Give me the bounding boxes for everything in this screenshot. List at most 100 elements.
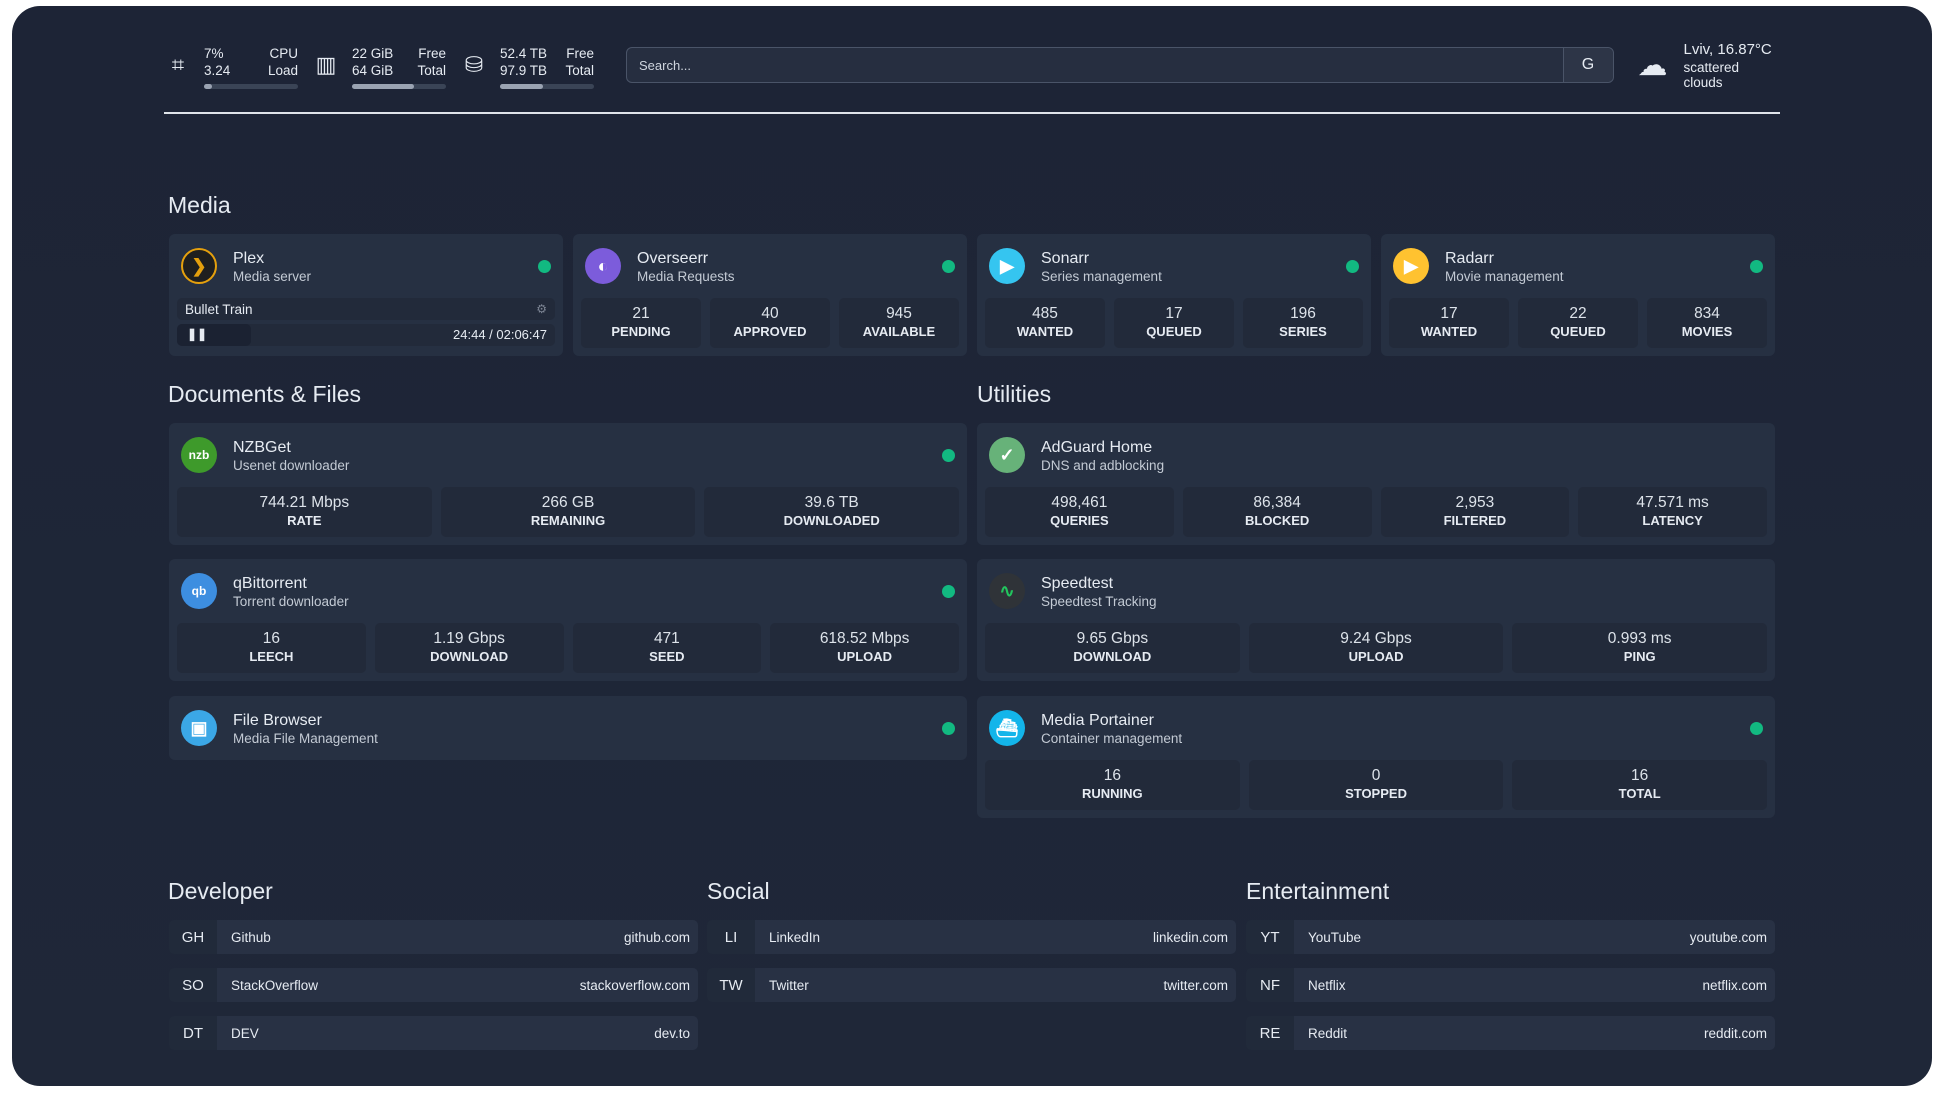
top-bar: ⌗ 7% CPU 3.24 Load ▥ 22 GiB Free 64 GiB Tota… [164,40,1780,90]
section-heading-utilities: Utilities [977,381,1052,407]
stat-label: REMAINING [530,513,606,528]
disk-icon: ⛁ [464,52,484,77]
stats-row: 16 RUNNING 0 STOPPED 16 TOTAL [985,760,1768,810]
stats-row: 744.21 Mbps RATE 266 GB REMAINING 39.6 TB DOW… [177,487,960,537]
service-title: Overseerr [637,249,709,267]
stat-block: 86,384 BLOCKED [1182,487,1372,537]
stat-label: LATENCY [1642,513,1703,528]
playback-progress[interactable]: ❚❚ 24:44 / 02:06:47 [177,324,555,346]
service-subtitle: Media Requests [637,268,735,284]
stat-block: 945 AVAILABLE [839,298,959,348]
stat-block: 17 QUEUED [1114,298,1234,348]
bookmark-li[interactable]: LI LinkedIn linkedin.com [707,920,1236,954]
stat-value: 16 [1631,767,1649,784]
stat-block: 40 APPROVED [710,298,830,348]
bookmark-url: twitter.com [1163,977,1228,993]
bookmark-name: StackOverflow [231,977,319,993]
stat-block: 2,953 FILTERED [1380,487,1570,537]
stat-label: DOWNLOADED [783,513,880,528]
resource-value: 97.9 TB [500,63,548,78]
adguard-icon: ✓ [989,437,1025,473]
service-subtitle: Media File Management [233,730,378,746]
qbittorrent-icon: qb [181,573,217,609]
stat-block: 266 GB REMAINING [440,487,696,537]
cloud-icon: ☁ [1637,48,1668,82]
service-title: Radarr [1445,249,1494,267]
status-dot [1750,260,1763,273]
radarr-icon: ▶ [1393,248,1429,284]
stat-label: PING [1623,649,1656,664]
stat-label: BLOCKED [1244,513,1310,528]
filebrowser-icon: ▣ [181,710,217,746]
status-dot [942,449,955,462]
now-playing-bar: Bullet Train ⚙ [177,298,555,320]
service-card-portainer[interactable]: ⛴ Media Portainer Container management 16… [977,696,1775,818]
service-subtitle: Media server [233,268,312,284]
resource-value: 3.24 [204,63,231,78]
bookmark-name: LinkedIn [769,929,821,945]
service-card-qbittorrent[interactable]: qb qBittorrent Torrent downloader 16 LEECH… [169,559,967,681]
bookmark-abbr: YT [1246,920,1294,954]
stat-label: QUEUED [1550,324,1606,339]
stat-block: 47.571 ms LATENCY [1578,487,1767,537]
stat-value: 9.65 Gbps [1076,630,1149,647]
bookmark-abbr: NF [1246,968,1294,1002]
resource-0: ⌗ 7% CPU 3.24 Load [164,45,298,89]
bookmark-url: youtube.com [1689,929,1767,945]
stat-value: 47.571 ms [1636,494,1709,511]
stat-value: 196 [1290,305,1316,322]
service-title: Plex [233,249,265,267]
stat-label: WANTED [1016,324,1074,339]
stream-settings-icon[interactable]: ⚙ [536,302,547,316]
bookmark-nf[interactable]: NF Netflix netflix.com [1246,968,1775,1002]
search-provider-button[interactable]: G [1562,48,1613,82]
service-subtitle: Series management [1041,268,1162,284]
plex-icon: ❯ [181,248,217,284]
resource-label: Free [566,46,594,61]
bookmark-url: github.com [623,929,690,945]
stat-block: 471 SEED [572,623,762,673]
service-card-radarr[interactable]: ▶ Radarr Movie management 17 WANTED 22 QUEUE… [1381,234,1775,356]
stat-label: QUEUED [1146,324,1202,339]
stat-label: QUERIES [1050,513,1109,528]
service-card-speedtest[interactable]: ∿ Speedtest Speedtest Tracking 9.65 Gbps D… [977,559,1775,681]
section-heading-entertainment: Entertainment [1246,878,1390,904]
service-title: qBittorrent [233,574,307,592]
bookmark-yt[interactable]: YT YouTube youtube.com [1246,920,1775,954]
search-input[interactable] [627,57,1563,73]
service-subtitle: Usenet downloader [233,457,350,473]
service-card-nzbget[interactable]: nzb NZBGet Usenet downloader 744.21 Mbps R… [169,423,967,545]
service-card-sonarr[interactable]: ▶ Sonarr Series management 485 WANTED 17 QUE… [977,234,1371,356]
stat-label: TOTAL [1618,786,1661,801]
bookmark-gh[interactable]: GH Github github.com [169,920,698,954]
resource-value: 7% [204,46,224,61]
bookmark-url: linkedin.com [1152,929,1228,945]
resource-usage-bar [204,84,298,89]
stat-value: 16 [1103,767,1121,784]
stat-label: LEECH [249,649,294,664]
resource-usage-bar [500,84,594,89]
bookmark-re[interactable]: RE Reddit reddit.com [1246,1016,1775,1050]
service-card-overseerr[interactable]: ◐ Overseerr Media Requests 21 PENDING 40 APP… [573,234,967,356]
pause-icon[interactable]: ❚❚ [187,327,208,341]
service-card-plex[interactable]: ❯ Plex Media server Bullet Train ⚙ ❚❚ 24… [169,234,563,356]
bookmark-abbr: SO [169,968,217,1002]
portainer-icon: ⛴ [989,710,1025,746]
weather-condition: scattered clouds [1683,60,1740,90]
header-divider [164,112,1780,114]
bookmark-name: Twitter [769,977,809,993]
bookmark-tw[interactable]: TW Twitter twitter.com [707,968,1236,1002]
service-card-adguard[interactable]: ✓ AdGuard Home DNS and adblocking 498,461… [977,423,1775,545]
stat-value: 498,461 [1051,494,1108,511]
resource-value: 22 GiB [352,46,394,61]
bookmark-so[interactable]: SO StackOverflow stackoverflow.com [169,968,698,1002]
service-title: AdGuard Home [1041,438,1153,456]
stat-block: 9.65 Gbps DOWNLOAD [985,623,1240,673]
service-card-filebrowser[interactable]: ▣ File Browser Media File Management [169,696,967,760]
bookmark-dt[interactable]: DT DEV dev.to [169,1016,698,1050]
section-heading-social: Social [707,878,770,904]
weather-widget[interactable]: ☁ Lviv, 16.87°C scattered clouds [1638,40,1781,90]
resource-value: 52.4 TB [500,46,548,61]
stat-block: 39.6 TB DOWNLOADED [704,487,960,537]
service-subtitle: DNS and adblocking [1041,457,1165,473]
